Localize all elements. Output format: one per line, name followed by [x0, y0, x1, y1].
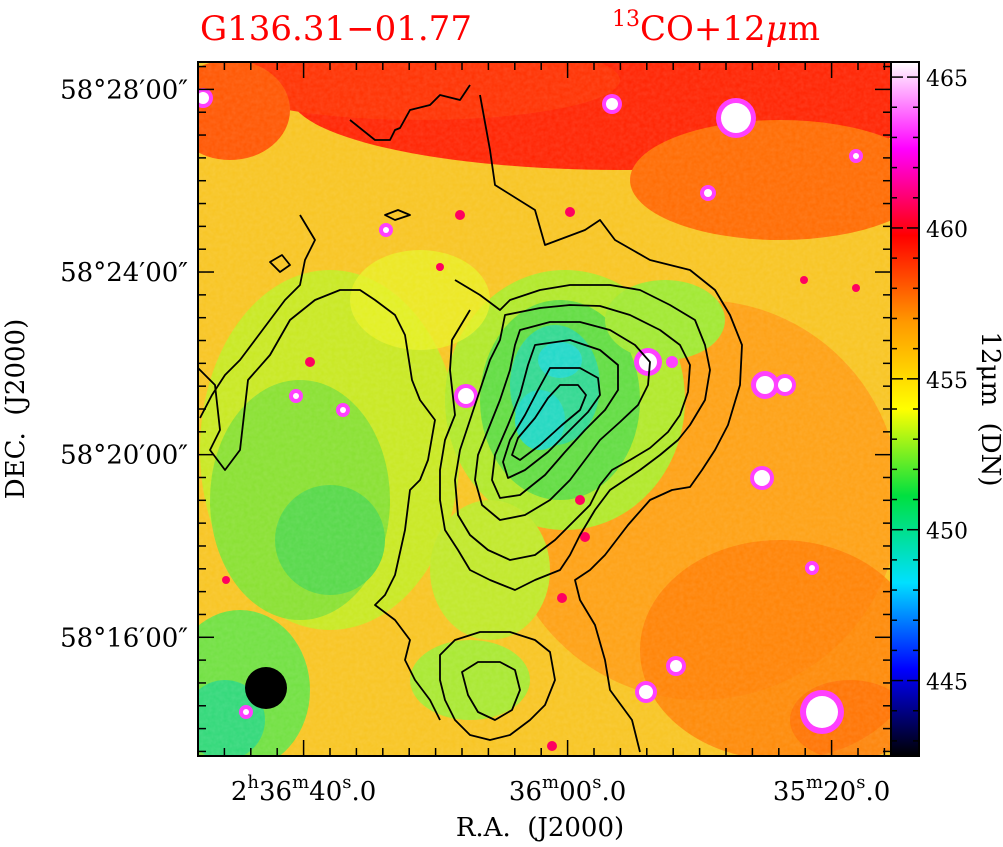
contour-south-inner	[461, 661, 521, 721]
contour-7	[502, 367, 601, 479]
colorbar-tick-label: 455	[926, 369, 968, 394]
x-tick-label: 35m20s.0	[773, 772, 890, 807]
contour-6	[491, 339, 619, 499]
colorbar-tick-label: 450	[926, 520, 968, 545]
contour-2	[198, 289, 441, 721]
x-tick-label-part: s	[342, 772, 351, 793]
x-tick-label-part: 20	[823, 777, 856, 807]
x-tick-label-part: 36	[509, 777, 542, 807]
point-sources	[198, 88, 863, 751]
x-tick-label-part: .0	[865, 777, 890, 807]
x-tick-label-part: m	[806, 772, 823, 793]
overlay-label-unit: m	[788, 9, 820, 49]
y-tick-label: 58°16′00″	[60, 623, 188, 653]
x-tick-label-part: 36	[259, 777, 292, 807]
beam-circle	[245, 667, 287, 709]
contour-3	[439, 279, 711, 591]
x-tick-label-part: 40	[309, 777, 342, 807]
x-tick-label: 36m00s.0	[509, 772, 626, 807]
x-tick-label: 2h36m40s.0	[231, 772, 376, 807]
overlay-label: 13CO+12μm	[612, 7, 820, 49]
contour-east-inner	[349, 84, 471, 141]
colorbar-label: 12μm (DN)	[975, 331, 1003, 486]
y-tick-label: 58°28′00″	[60, 75, 188, 105]
colorbar-tick-labels: 465 460 455 450 445	[926, 67, 968, 695]
x-tick-label-part: m	[292, 772, 309, 793]
overlay-label-mu: μ	[766, 9, 788, 49]
colorbar-tick-label: 460	[926, 218, 968, 243]
colorbar-tick-label: 445	[926, 671, 968, 696]
plot-ticks	[197, 62, 891, 756]
contour-5	[474, 321, 651, 521]
x-tick-labels: 2h36m40s.0 36m00s.0 35m20s.0	[231, 772, 890, 807]
overlay-label-isotope: 13	[612, 7, 640, 32]
heatmap-image	[198, 62, 891, 756]
colorbar-ticks	[891, 76, 919, 742]
x-tick-label-part: s	[856, 772, 865, 793]
y-tick-label: 58°20′00″	[60, 441, 188, 471]
contour-outer	[479, 94, 743, 753]
x-tick-label-part: m	[542, 772, 559, 793]
contour-8	[511, 384, 587, 461]
colorbar-tick-label: 465	[926, 67, 968, 92]
y-tick-labels: 58°28′00″ 58°24′00″ 58°20′00″ 58°16′00″	[60, 75, 188, 653]
y-tick-label: 58°24′00″	[60, 258, 188, 288]
chart-title: G136.31−01.77	[200, 9, 472, 49]
x-tick-label-part: 2	[231, 777, 248, 807]
x-axis-label: R.A. (J2000)	[456, 813, 624, 843]
x-tick-label-part: .0	[601, 777, 626, 807]
x-tick-label-part: 35	[773, 777, 806, 807]
contour-4	[454, 304, 691, 561]
overlay-label-text: CO+12	[640, 9, 766, 49]
x-tick-label-part: 00	[559, 777, 592, 807]
contour-small-1	[269, 254, 291, 273]
x-tick-label-part: .0	[352, 777, 377, 807]
x-tick-label-part: h	[247, 772, 259, 793]
contour-lines	[198, 84, 743, 753]
contour-small-2	[384, 209, 411, 221]
contour-south-outer	[439, 631, 556, 741]
y-axis-label: DEC. (J2000)	[1, 319, 31, 499]
x-tick-label-part: s	[592, 772, 601, 793]
contour-west	[199, 214, 316, 419]
